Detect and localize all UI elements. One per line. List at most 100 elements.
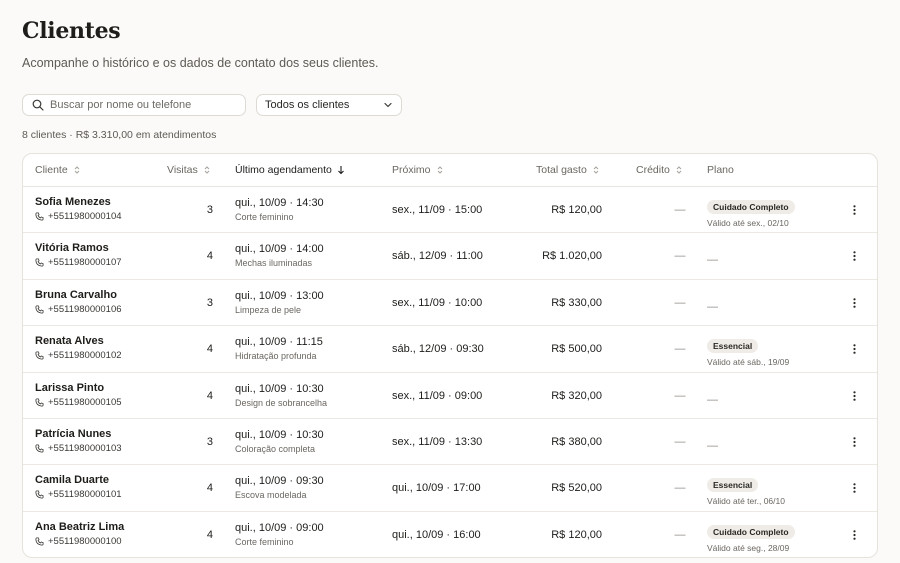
client-visits: 4: [206, 528, 213, 541]
client-name[interactable]: Vitória Ramos: [35, 242, 109, 255]
row-actions-button[interactable]: [847, 481, 861, 495]
plan-empty: —: [707, 254, 718, 267]
last-appointment-service: Coloração completa: [235, 443, 316, 454]
table-row[interactable]: Sofia Menezes +5511980000104 3 qui., 10/…: [23, 187, 877, 234]
column-client-label: Cliente: [35, 164, 68, 176]
table-row[interactable]: Ana Beatriz Lima +5511980000100 4 qui., …: [23, 512, 877, 557]
client-phone-number: +5511980000104: [48, 211, 122, 222]
row-actions-button[interactable]: [847, 249, 861, 263]
plan-cell: Essencial Válido até ter., 06/10: [707, 475, 785, 506]
total-spent: R$ 1.020,00: [542, 250, 602, 263]
client-phone-number: +5511980000107: [48, 257, 122, 269]
page-title: Clientes: [22, 18, 121, 44]
client-name[interactable]: Sofia Menezes: [35, 196, 111, 208]
client-credit: —: [674, 528, 686, 541]
last-appointment-date: qui., 10/09 · 09:30: [235, 475, 324, 488]
client-credit: —: [674, 389, 686, 402]
client-name[interactable]: Camila Duarte: [35, 474, 109, 487]
client-phone-number: +5511980000101: [48, 489, 122, 501]
last-appointment-cell: qui., 10/09 · 14:30 Corte feminino: [235, 197, 324, 222]
last-appointment-cell: qui., 10/09 · 10:30 Design de sobrancelh…: [235, 383, 327, 408]
plan-validity: Válido até sex., 02/10: [707, 218, 789, 228]
plan-cell: Cuidado Completo Válido até sex., 02/10: [707, 197, 795, 228]
page-subtitle: Acompanhe o histórico e os dados de cont…: [22, 56, 379, 70]
client-name[interactable]: Larissa Pinto: [35, 381, 105, 394]
last-appointment-service: Limpeza de pele: [235, 304, 302, 315]
client-phone: +5511980000104: [35, 211, 122, 222]
client-name[interactable]: Bruna Carvalho: [35, 288, 117, 301]
last-appointment-service: Corte feminino: [235, 212, 294, 222]
total-spent: R$ 380,00: [551, 435, 602, 448]
sort-icon: [593, 166, 599, 174]
client-filter-select[interactable]: Todos os clientes: [256, 94, 402, 116]
last-appointment-date: qui., 10/09 · 11:15: [235, 336, 323, 349]
last-appointment-cell: qui., 10/09 · 13:00 Limpeza de pele: [235, 290, 324, 315]
last-appointment-date: qui., 10/09 · 13:00: [235, 289, 324, 302]
row-actions-button[interactable]: [847, 435, 861, 449]
last-appointment-date: qui., 10/09 · 14:00: [235, 243, 324, 256]
client-visits: 4: [206, 482, 213, 495]
client-visits: 4: [206, 250, 213, 263]
more-vertical-icon: [852, 437, 856, 447]
row-actions-button[interactable]: [847, 389, 861, 403]
table-body: Sofia Menezes +5511980000104 3 qui., 10/…: [23, 187, 877, 557]
total-spent: R$ 120,00: [551, 528, 602, 541]
column-last-appointment[interactable]: Último agendamento: [235, 154, 345, 186]
table-row[interactable]: Camila Duarte +5511980000101 4 qui., 10/…: [23, 465, 877, 512]
plan-badge: Essencial: [707, 478, 759, 493]
column-last-label: Último agendamento: [235, 164, 332, 176]
table-row[interactable]: Larissa Pinto +5511980000105 4 qui., 10/…: [23, 373, 877, 419]
row-actions-button[interactable]: [847, 342, 861, 356]
client-credit: —: [674, 204, 686, 216]
table-row[interactable]: Bruna Carvalho +5511980000106 3 qui., 10…: [23, 280, 877, 327]
table-row[interactable]: Renata Alves +5511980000102 4 qui., 10/0…: [23, 326, 877, 373]
plan-validity: Válido até seg., 28/09: [707, 542, 790, 553]
next-appointment: sáb., 12/09 · 11:00: [392, 250, 483, 263]
column-plan-label: Plano: [707, 164, 734, 176]
search-box[interactable]: [22, 94, 246, 116]
client-cell: Camila Duarte +5511980000101: [35, 474, 122, 500]
last-appointment-cell: qui., 10/09 · 10:30 Coloração completa: [235, 429, 324, 454]
client-visits: 4: [206, 343, 213, 356]
more-vertical-icon: [852, 483, 856, 494]
client-phone: +5511980000105: [35, 397, 122, 408]
next-appointment: sáb., 12/09 · 09:30: [392, 343, 484, 356]
client-name[interactable]: Patrícia Nunes: [35, 427, 112, 440]
more-vertical-icon: [852, 251, 856, 262]
last-appointment-cell: qui., 10/09 · 09:00 Corte feminino: [235, 522, 324, 547]
client-name[interactable]: Renata Alves: [35, 335, 104, 348]
column-total[interactable]: Total gasto: [536, 154, 600, 186]
client-cell: Bruna Carvalho +5511980000106: [35, 289, 122, 315]
column-client[interactable]: Cliente: [35, 154, 81, 186]
client-phone: +5511980000103: [35, 443, 122, 454]
column-visits[interactable]: Visitas: [167, 154, 211, 186]
client-cell: Renata Alves +5511980000102: [35, 335, 122, 361]
column-credit-label: Crédito: [636, 164, 670, 176]
phone-icon: [35, 490, 44, 499]
phone-icon: [35, 398, 44, 407]
column-next[interactable]: Próximo: [392, 154, 444, 186]
phone-icon: [35, 305, 44, 314]
plan-cell: Cuidado Completo Válido até seg., 28/09: [707, 522, 795, 553]
last-appointment-date: qui., 10/09 · 10:30: [235, 428, 324, 441]
search-input[interactable]: [50, 99, 230, 111]
more-vertical-icon: [852, 529, 856, 540]
total-spent: R$ 500,00: [551, 343, 602, 356]
column-credit[interactable]: Crédito: [636, 154, 683, 186]
total-spent: R$ 320,00: [551, 389, 602, 402]
column-next-label: Próximo: [392, 164, 431, 176]
client-visits: 3: [206, 204, 213, 216]
more-vertical-icon: [852, 205, 856, 215]
client-name[interactable]: Ana Beatriz Lima: [35, 520, 125, 533]
row-actions-button[interactable]: [847, 203, 861, 217]
plan-empty: —: [707, 439, 718, 452]
total-spent: R$ 520,00: [551, 482, 602, 495]
table-row[interactable]: Patrícia Nunes +5511980000103 3 qui., 10…: [23, 419, 877, 466]
client-phone-number: +5511980000105: [48, 396, 122, 408]
row-actions-button[interactable]: [847, 528, 861, 542]
phone-icon: [35, 537, 44, 546]
table-row[interactable]: Vitória Ramos +5511980000107 4 qui., 10/…: [23, 233, 877, 280]
plan-badge: Essencial: [707, 339, 759, 354]
row-actions-button[interactable]: [847, 296, 861, 310]
last-appointment-service: Escova modelada: [235, 490, 307, 501]
